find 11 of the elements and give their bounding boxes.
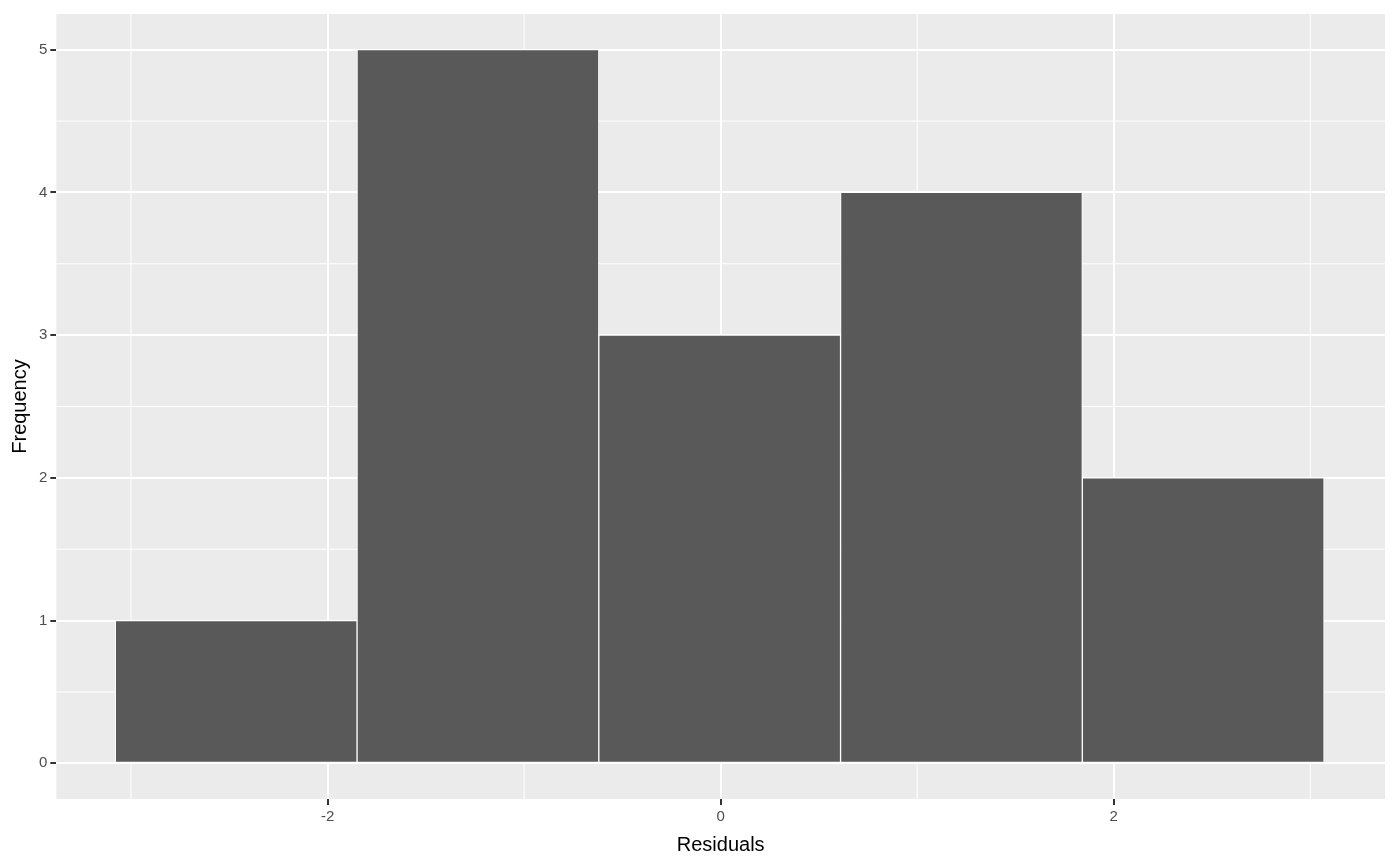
y-tick-label: 1: [39, 610, 48, 628]
y-tick-label: 4: [39, 182, 48, 200]
y-tick-label: 5: [39, 39, 48, 57]
x-tick-label: -2: [320, 807, 335, 825]
x-tick-label: 2: [1109, 807, 1118, 825]
y-axis-title: Frequency: [7, 359, 30, 454]
y-tick-label: 0: [39, 753, 48, 771]
y-tick-label: 2: [39, 468, 48, 485]
x-tick-label: 0: [716, 807, 725, 825]
y-tick-label: 3: [39, 325, 48, 343]
x-axis-title: Residuals: [676, 832, 765, 855]
